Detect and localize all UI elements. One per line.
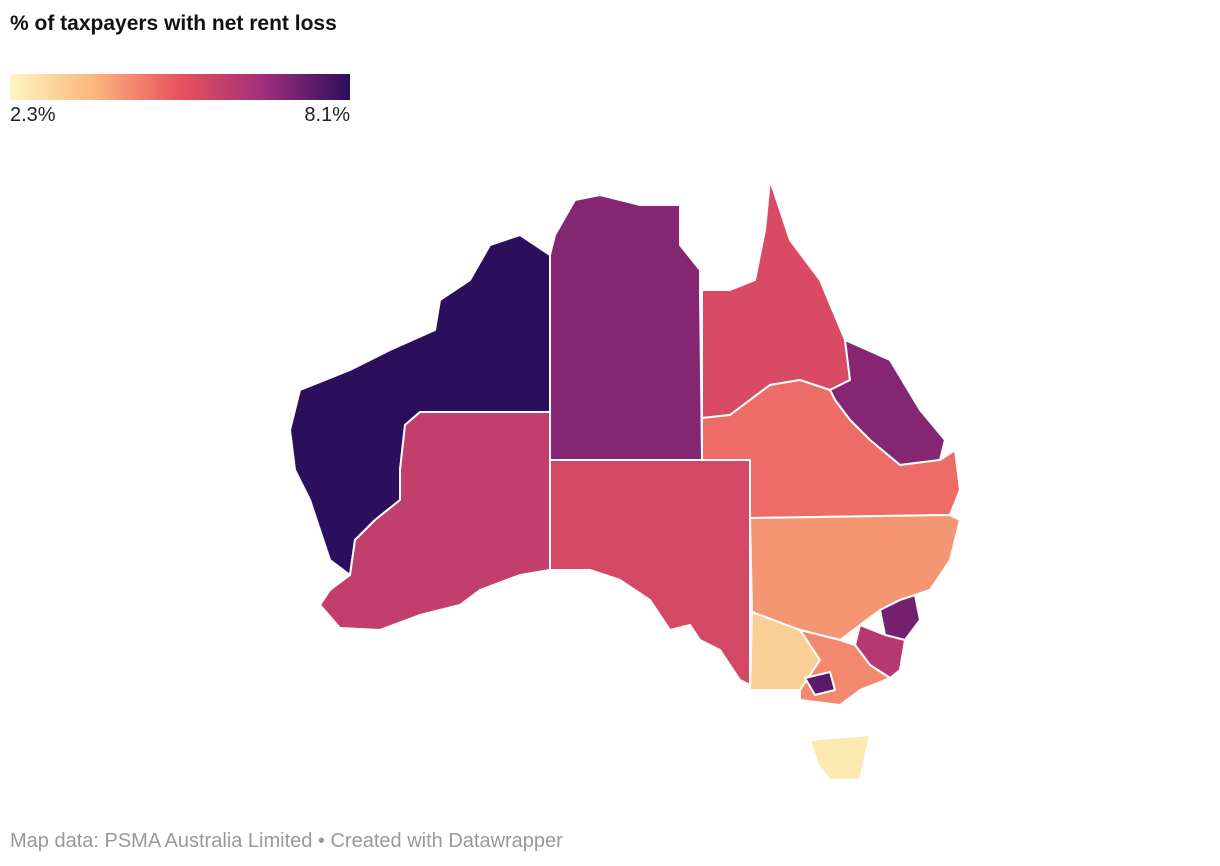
legend-min-label: 2.3% <box>10 104 56 126</box>
region[interactable] <box>749 514 961 641</box>
region[interactable] <box>804 671 836 696</box>
region[interactable] <box>701 379 961 519</box>
region[interactable] <box>809 734 871 781</box>
footer: Map data: PSMA Australia Limited • Creat… <box>10 830 563 852</box>
region[interactable] <box>549 459 751 686</box>
region[interactable] <box>701 179 851 419</box>
legend-max-label: 8.1% <box>304 104 350 126</box>
region[interactable] <box>319 411 551 631</box>
region[interactable] <box>549 194 703 461</box>
map <box>289 179 961 781</box>
legend-title: % of taxpayers with net rent loss <box>10 12 337 35</box>
legend-gradient <box>10 74 350 100</box>
legend-scale <box>10 74 350 100</box>
